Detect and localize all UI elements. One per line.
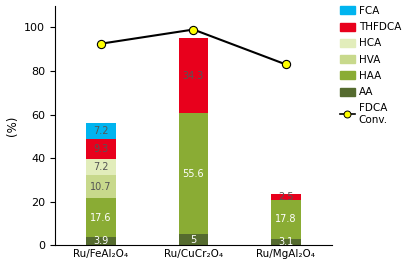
Text: 3.9: 3.9 xyxy=(93,236,109,246)
Legend: FCA, THFDCA, HCA, HVA, HAA, AA, FDCA
Conv.: FCA, THFDCA, HCA, HVA, HAA, AA, FDCA Con… xyxy=(340,6,401,125)
Text: 34.3: 34.3 xyxy=(183,71,204,81)
Y-axis label: (%): (%) xyxy=(6,115,19,136)
Bar xyxy=(179,113,208,234)
Bar xyxy=(86,237,116,245)
Text: 17.6: 17.6 xyxy=(90,213,112,223)
Text: 10.7: 10.7 xyxy=(90,182,112,192)
Text: 9.3: 9.3 xyxy=(93,144,109,154)
Point xyxy=(190,27,197,32)
Bar xyxy=(179,38,208,113)
Bar xyxy=(86,198,116,237)
Text: 17.8: 17.8 xyxy=(275,214,297,224)
Bar xyxy=(86,139,116,160)
Text: 3.1: 3.1 xyxy=(278,237,293,247)
Bar xyxy=(271,238,300,245)
Bar xyxy=(86,160,116,175)
Bar xyxy=(271,194,300,200)
Text: 7.2: 7.2 xyxy=(93,162,109,172)
Text: 7.2: 7.2 xyxy=(93,126,109,136)
Bar xyxy=(271,200,300,238)
Bar xyxy=(86,175,116,198)
Text: 5: 5 xyxy=(190,235,197,245)
Bar xyxy=(179,234,208,245)
Point xyxy=(98,42,104,46)
Text: 55.6: 55.6 xyxy=(183,169,204,179)
Bar xyxy=(86,123,116,139)
Text: 2.5: 2.5 xyxy=(278,192,293,202)
Point xyxy=(282,62,289,67)
